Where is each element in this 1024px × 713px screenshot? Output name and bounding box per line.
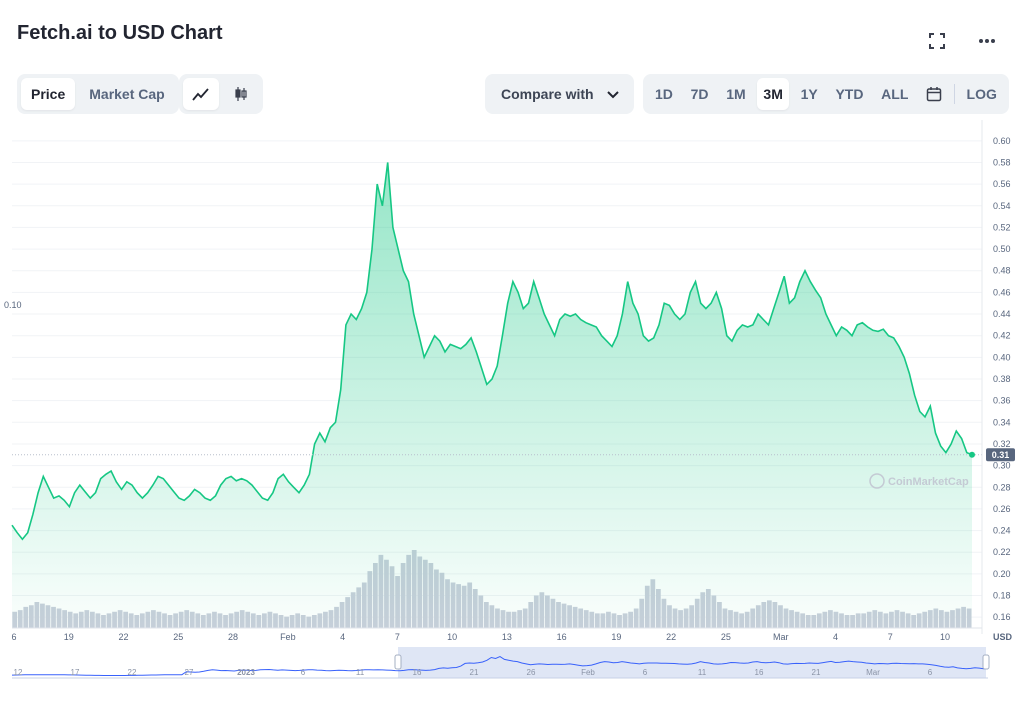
- y-tick-label: 0.60: [993, 136, 1011, 146]
- x-tick-label: 7: [888, 632, 893, 642]
- x-tick-label: 10: [940, 632, 950, 642]
- chevron-down-icon: [607, 91, 619, 99]
- expand-icon[interactable]: [926, 30, 948, 52]
- y-tick-label: 0.42: [993, 331, 1011, 341]
- tab-price[interactable]: Price: [21, 78, 76, 110]
- x-tick-label: 4: [833, 632, 838, 642]
- range-7d[interactable]: 7D: [690, 86, 709, 102]
- x-tick-label: 4: [340, 632, 345, 642]
- x-tick-label: Mar: [773, 632, 789, 642]
- y-tick-label: 0.50: [993, 244, 1011, 254]
- navigator-tick-label: 11: [356, 668, 365, 677]
- current-price-dot: [969, 451, 975, 458]
- y-tick-label: 0.40: [993, 352, 1011, 362]
- price-chart[interactable]: 0.60 0.58 0.56 0.54 0.52 0.50 0.48 0.46 0.44 0.42…: [0, 120, 1024, 713]
- y-tick-label: 0.44: [993, 309, 1011, 319]
- navigator-tick-label: 21: [812, 668, 821, 677]
- line-chart-icon[interactable]: [183, 78, 219, 110]
- x-tick-label: 16: [557, 632, 567, 642]
- page-title: Fetch.ai to USD Chart: [17, 22, 223, 44]
- navigator-tick-label: 27: [185, 668, 194, 677]
- y-tick-label: 0.56: [993, 179, 1011, 189]
- view-toggle: Price Market Cap: [17, 74, 179, 114]
- y-tick-label: 0.24: [993, 526, 1011, 536]
- navigator-tick-label: Mar: [866, 668, 880, 677]
- navigator-tick-label: 6: [301, 668, 306, 677]
- y-tick-label: 0.22: [993, 547, 1011, 557]
- currency-label: USD: [993, 632, 1013, 642]
- x-tick-label: 25: [721, 632, 731, 642]
- y-tick-label: 0.30: [993, 461, 1011, 471]
- x-axis: 6 19 22 25 28 Feb 4 7 10 13 16 19 22 25 Mar 4 7 10: [11, 627, 982, 642]
- x-tick-label: 6: [11, 632, 16, 642]
- watermark-text: CoinMarketCap: [888, 476, 969, 488]
- x-tick-label: 25: [173, 632, 183, 642]
- x-tick-label: 7: [395, 632, 400, 642]
- y-tick-label: 0.16: [993, 612, 1011, 622]
- y-axis: 0.60 0.58 0.56 0.54 0.52 0.50 0.48 0.46 0.44 0.42…: [981, 120, 1011, 634]
- navigator-tick-label: 6: [928, 668, 933, 677]
- navigator-tick-label: 21: [470, 668, 479, 677]
- x-tick-label: 13: [502, 632, 512, 642]
- navigator-tick-label: 2023: [237, 668, 255, 677]
- range-1d[interactable]: 1D: [655, 86, 673, 102]
- x-tick-label: 28: [228, 632, 238, 642]
- chart-type-toggle: [179, 74, 263, 114]
- x-tick-label: 19: [64, 632, 74, 642]
- y-tick-label: 0.38: [993, 374, 1011, 384]
- compare-with-label: Compare with: [501, 86, 594, 102]
- navigator-tick-label: 22: [128, 668, 137, 677]
- range-all[interactable]: ALL: [881, 86, 909, 102]
- watermark: CoinMarketCap: [869, 473, 969, 489]
- calendar-icon[interactable]: [920, 78, 948, 110]
- navigator-tick-label: Feb: [581, 668, 595, 677]
- navigator-tick-label: 16: [755, 668, 764, 677]
- current-price-label: 0.31: [992, 450, 1010, 460]
- navigator-selection[interactable]: [398, 647, 986, 678]
- navigator-tick-label: 26: [527, 668, 536, 677]
- price-area: [12, 162, 972, 628]
- navigator-handle-left[interactable]: [394, 654, 402, 670]
- y-tick-label: 0.48: [993, 266, 1011, 276]
- x-tick-label: 19: [611, 632, 621, 642]
- more-dots-icon[interactable]: [976, 30, 998, 52]
- coinmarketcap-logo-icon: [869, 473, 885, 489]
- compare-with-dropdown[interactable]: Compare with: [485, 74, 634, 114]
- y-tick-label: 0.58: [993, 157, 1011, 167]
- x-tick-label: 10: [447, 632, 457, 642]
- y-tick-label: 0.32: [993, 439, 1011, 449]
- range-1m[interactable]: 1M: [726, 86, 746, 102]
- navigator-tick-label: 12: [14, 668, 23, 677]
- y-tick-label: 0.36: [993, 396, 1011, 406]
- range-navigator[interactable]: 12 17 22 27 2023 6 11 16 21 26 Feb 6 11 16 21 Mar 6: [11, 647, 990, 679]
- y-tick-label: 0.18: [993, 591, 1011, 601]
- navigator-tick-label: 6: [643, 668, 648, 677]
- log-toggle[interactable]: LOG: [966, 86, 997, 102]
- y-tick-label: 0.20: [993, 569, 1011, 579]
- x-tick-label: Feb: [280, 632, 296, 642]
- y-tick-label: 0.54: [993, 201, 1011, 211]
- navigator-line: [11, 656, 989, 676]
- navigator-tick-label: 16: [413, 668, 422, 677]
- range-3m[interactable]: 3M: [757, 78, 789, 110]
- x-tick-label: 22: [666, 632, 676, 642]
- range-selector: 1D 7D 1M 3M 1Y YTD ALL LOG: [643, 74, 1009, 114]
- navigator-tick-label: 11: [698, 668, 707, 677]
- current-price-badge: [986, 448, 1015, 462]
- navigator-tick-label: 17: [71, 668, 80, 677]
- navigator-handle-right[interactable]: [982, 654, 990, 670]
- y-tick-label: 0.34: [993, 417, 1011, 427]
- range-ytd[interactable]: YTD: [835, 86, 864, 102]
- candlestick-icon[interactable]: [223, 78, 259, 110]
- x-tick-label: 22: [119, 632, 129, 642]
- y-tick-label: 0.26: [993, 504, 1011, 514]
- price-line: [11, 162, 973, 541]
- tab-market-cap[interactable]: Market Cap: [89, 86, 165, 102]
- left-axis-label: 0.10: [4, 300, 22, 310]
- range-1y[interactable]: 1Y: [800, 86, 818, 102]
- divider: [953, 84, 955, 104]
- y-tick-label: 0.28: [993, 482, 1011, 492]
- y-tick-label: 0.46: [993, 287, 1011, 297]
- y-tick-label: 0.52: [993, 222, 1011, 232]
